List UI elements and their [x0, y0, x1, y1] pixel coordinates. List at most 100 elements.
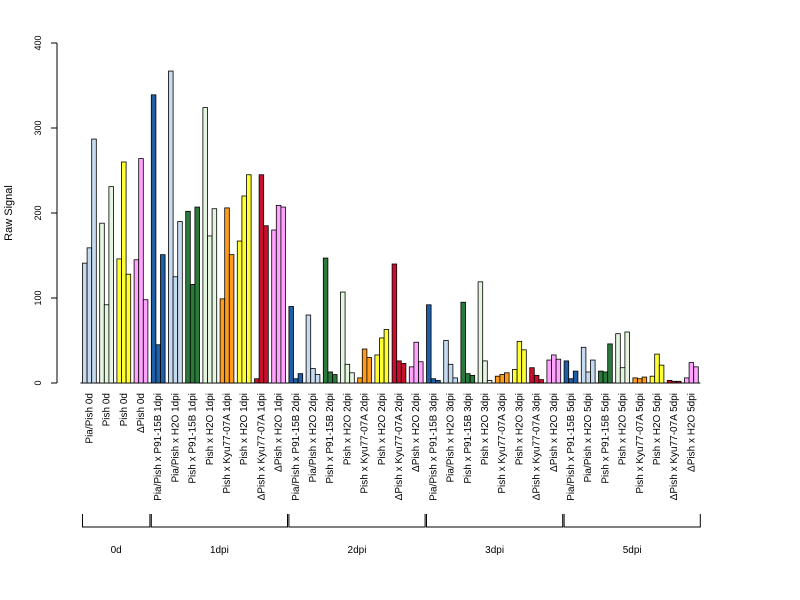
- x-tick-label: ΔPish x H2O 2dpi: [411, 393, 422, 472]
- bar: [408, 366, 415, 384]
- bar: [241, 195, 247, 384]
- x-tick-label: Pish x H2O 1dpi: [239, 393, 250, 465]
- y-tick-label: 0: [33, 380, 43, 385]
- bar: [499, 374, 505, 384]
- group-label: 1dpi: [210, 545, 229, 556]
- x-tick-label: Pish x P91-15B 2dpi: [325, 393, 336, 484]
- bar: [443, 340, 449, 384]
- bar: [155, 344, 161, 384]
- bar: [684, 377, 690, 384]
- bar: [202, 107, 208, 384]
- bar: [654, 353, 660, 384]
- bar: [430, 378, 437, 384]
- bar: [322, 257, 329, 384]
- bar: [349, 372, 355, 384]
- bar: [340, 291, 346, 384]
- bar: [305, 314, 312, 384]
- y-tick-label: 200: [33, 205, 43, 220]
- bar: [426, 304, 432, 384]
- bar: [555, 358, 562, 384]
- bar: [649, 375, 656, 384]
- bar: [580, 346, 587, 384]
- bar: [297, 373, 304, 384]
- x-tick-label: ΔPish x H2O 3dpi: [549, 393, 560, 472]
- group-label: 5dpi: [623, 545, 642, 556]
- bar: [332, 374, 338, 384]
- bar: [314, 374, 321, 384]
- bar: [447, 363, 454, 384]
- x-tick-label: Pia/Pish 0d: [84, 393, 95, 444]
- x-tick-label: Pish x H2O 5dpi: [652, 393, 663, 465]
- bar: [99, 222, 105, 384]
- bar: [168, 70, 174, 384]
- bar: [572, 370, 579, 384]
- bar: [116, 258, 122, 384]
- x-tick-label: Pish 0d: [119, 393, 130, 426]
- bar: [211, 208, 218, 384]
- y-tick-label: 300: [33, 120, 43, 135]
- bar: [396, 360, 402, 384]
- bar: [688, 362, 695, 384]
- bar: [693, 366, 699, 384]
- bar: [671, 380, 677, 384]
- x-tick-label: Pish x Kyu77-07A 1dpi: [222, 393, 233, 494]
- bar: [91, 138, 97, 384]
- x-tick-labels: Pia/Pish 0d Pish 0d Pish 0d ΔPish 0d Pia/Pis…: [84, 393, 697, 501]
- bar: [138, 158, 144, 384]
- bar: [551, 354, 557, 384]
- bar: [383, 329, 390, 384]
- x-tick-label: Pia/Pish x H2O 1dpi: [170, 393, 181, 483]
- group-label: 0d: [111, 545, 122, 556]
- bar: [400, 363, 407, 384]
- y-axis-label: Raw Signal: [3, 185, 15, 241]
- bar: [538, 379, 544, 384]
- x-tick-label: Pish x H2O 5dpi: [618, 393, 629, 465]
- bar: [150, 94, 157, 384]
- x-tick-label: Pish x Kyu77-07A 2dpi: [360, 393, 371, 494]
- x-tick-label: ΔPish x H2O 5dpi: [686, 393, 697, 472]
- bar: [465, 373, 471, 384]
- bar: [460, 301, 466, 384]
- bar: [271, 229, 277, 384]
- bar: [590, 359, 596, 384]
- x-tick-label: ΔPish x Kyu77-07A 5dpi: [669, 393, 680, 500]
- bar: [529, 367, 535, 384]
- x-tick-label: ΔPish 0d: [136, 393, 147, 433]
- bar: [658, 364, 665, 384]
- bar: [344, 363, 351, 384]
- bar: [275, 204, 282, 384]
- group-bracket: [82, 514, 151, 528]
- bar: [602, 371, 609, 384]
- x-tick-label: ΔPish x Kyu77-07A 1dpi: [256, 393, 267, 500]
- bar: [632, 377, 638, 384]
- bar: [521, 349, 527, 384]
- x-tick-label: Pia/Pish x P91-15B 2dpi: [291, 393, 302, 501]
- bar: [477, 281, 484, 384]
- bar: [546, 359, 552, 384]
- bar: [160, 254, 166, 384]
- bar: [327, 371, 333, 384]
- group-brackets: 0d 1dpi 2dpi 3dpi 5dpi: [82, 514, 701, 556]
- bar: [108, 186, 114, 384]
- bar: [516, 340, 523, 384]
- bar: [637, 378, 643, 384]
- bar: [641, 376, 648, 384]
- bar: [504, 372, 510, 384]
- x-tick-label: Pish 0d: [102, 393, 113, 426]
- x-tick-label: Pish x P91-15B 1dpi: [188, 393, 199, 484]
- bar: [185, 210, 191, 384]
- bar: [452, 377, 458, 384]
- bar: [469, 374, 476, 384]
- bar: [219, 298, 226, 384]
- bar: [357, 377, 363, 384]
- bar: [494, 375, 501, 384]
- group-label: 3dpi: [485, 545, 504, 556]
- bar: [666, 380, 673, 384]
- bar: [563, 360, 570, 384]
- bar: [482, 360, 488, 384]
- bar: [263, 225, 269, 384]
- bar: [121, 161, 127, 384]
- x-tick-label: Pish x H2O 2dpi: [377, 393, 388, 465]
- bar: [86, 247, 93, 384]
